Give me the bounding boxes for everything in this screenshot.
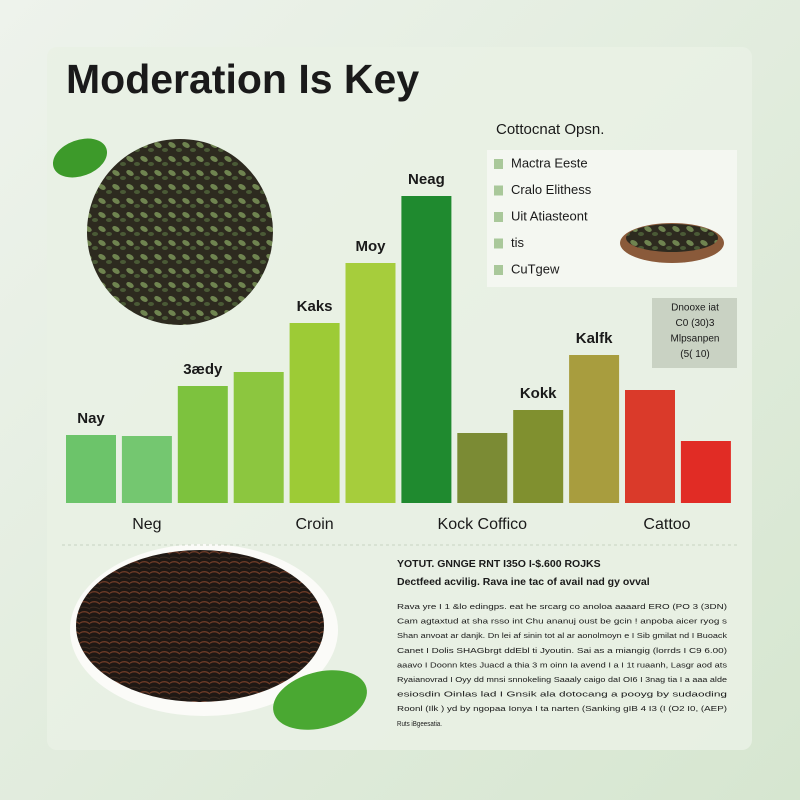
- bar-label: Kaks: [297, 298, 333, 315]
- note-line: Mlpsanpen: [671, 334, 720, 345]
- body-line: aaavo I Doonn ktes Juacd a thia 3 m oinn…: [397, 660, 727, 669]
- legend-swatch: [494, 159, 503, 169]
- bar-label: Nay: [77, 410, 105, 427]
- body-line: esiosdin Oinlas lad I Gnsik ala dotocang…: [397, 690, 727, 699]
- body-line: Ruts iBgeesatia.: [397, 719, 442, 728]
- bar: [401, 196, 452, 503]
- bar-label: Kokk: [520, 385, 557, 402]
- bar: [569, 355, 620, 503]
- tea-disc-image: [87, 139, 273, 325]
- panel-subheading: Dectfeed acvilig. Rava ine tac of avail …: [397, 576, 650, 588]
- bar: [680, 441, 731, 503]
- bowl-tea-image: [626, 224, 718, 252]
- bar-label: 3ædy: [183, 361, 223, 378]
- body-line: Canet I Dolis SHAGbrgt ddEbl ti Jyoutin.…: [397, 646, 728, 655]
- bar: [625, 390, 675, 503]
- body-line: Shan anvoat ar danjk. Dn lei af sinin to…: [397, 631, 727, 640]
- body-line: Ryaianovrad I Oyy dd mnsi snnokeling Saa…: [397, 675, 727, 684]
- legend-box: [487, 150, 737, 287]
- legend-swatch: [494, 265, 503, 275]
- legend-label: tis: [511, 235, 525, 250]
- body-line: Rava yre I 1 &lo edingps. eat he srcarg …: [397, 602, 728, 611]
- legend-swatch: [494, 185, 503, 196]
- bar: [457, 433, 508, 503]
- legend-label: Mactra Eeste: [511, 155, 588, 170]
- note-line: Dnooxe iat: [671, 303, 719, 314]
- chart-title: Moderation Is Key: [66, 56, 419, 102]
- bar-label: Moy: [356, 238, 387, 255]
- legend-label: Cralo Elithess: [511, 182, 592, 197]
- panel-heading: YOTUT. GNNGE RNT I35O I-$.600 ROJKS: [397, 558, 601, 570]
- x-label: Neg: [132, 516, 161, 533]
- legend-label: Uit Atiasteont: [511, 208, 588, 223]
- x-label: Kock Coffico: [438, 516, 528, 533]
- x-label: Croin: [295, 516, 333, 533]
- body-line: Cam agtaxtud at sha rsso int Chu ananuj …: [397, 617, 727, 626]
- subtitle: Cottocnat Opsn.: [496, 121, 604, 138]
- bar: [177, 386, 228, 503]
- bar-label: Neag: [408, 171, 445, 188]
- note-line: C0 (30)3: [676, 318, 715, 329]
- bar: [121, 436, 172, 503]
- legend-swatch: [494, 212, 503, 222]
- body-line: Roonl (Ilk ) yd by ngopaa Ionya I ta nar…: [397, 704, 728, 713]
- bar-label: Kalfk: [576, 330, 613, 347]
- bar: [345, 263, 396, 503]
- black-tea-image: [76, 550, 324, 702]
- leaf-image: [52, 138, 108, 178]
- legend-swatch: [494, 238, 503, 249]
- bar: [233, 372, 284, 503]
- bar: [289, 323, 340, 503]
- bar: [66, 435, 116, 503]
- x-label: Cattoo: [643, 516, 690, 533]
- bar: [513, 410, 564, 503]
- note-box: [652, 298, 737, 368]
- note-line: (5( 10): [680, 349, 709, 360]
- legend-label: CuTgew: [511, 261, 560, 276]
- leaf-image: [273, 670, 367, 730]
